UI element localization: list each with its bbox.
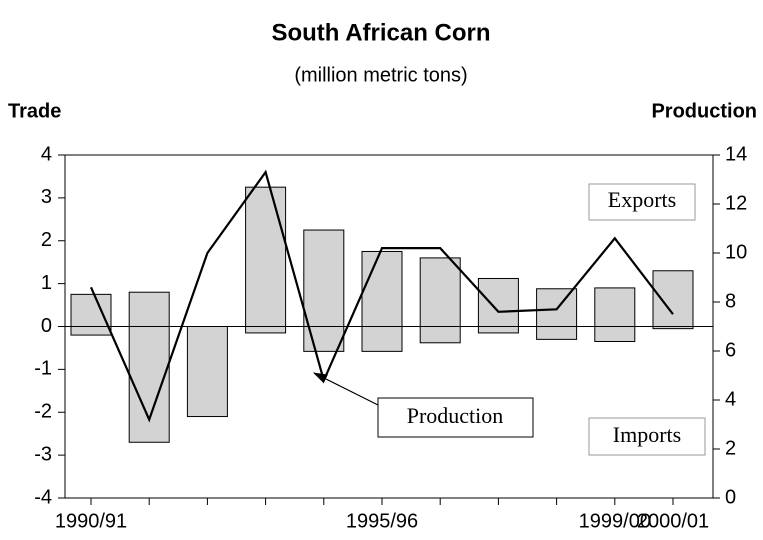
legend-label: Imports: [613, 422, 681, 447]
y-tick-label: 1: [41, 272, 52, 294]
bar: [652, 270, 694, 328]
line: [89, 169, 674, 423]
y2-tick-label: 12: [725, 192, 747, 214]
bar: [594, 287, 636, 328]
bar: [594, 326, 636, 343]
y2-tick-label: 0: [725, 486, 736, 508]
y-tick-label: 2: [41, 229, 52, 251]
legend-label: Exports: [608, 187, 676, 212]
annotation-label: Production: [407, 403, 504, 428]
legend-box: [588, 183, 696, 221]
bar: [128, 326, 170, 443]
x-tick-label: 2000/01: [637, 510, 709, 532]
x-tick-label: 1990/91: [55, 510, 127, 532]
bar: [303, 229, 345, 327]
y-tick-label: 4: [41, 143, 52, 165]
y2-tick-label: 8: [725, 290, 736, 312]
bar: [361, 250, 403, 327]
annotation-box: [377, 397, 534, 438]
bar: [419, 257, 461, 327]
y-tick-label: -1: [34, 358, 52, 380]
x-tick-label: 1999/00: [579, 510, 651, 532]
annotation-arrow: [312, 372, 379, 406]
y-axis-label: Trade: [8, 100, 61, 122]
y2-tick-label: 10: [725, 241, 747, 263]
bar: [245, 186, 287, 327]
y-tick-label: -4: [34, 486, 52, 508]
y2-tick-label: 6: [725, 339, 736, 361]
chart-subtitle: (million metric tons): [294, 64, 467, 86]
y-tick-label: -2: [34, 401, 52, 423]
y-tick-label: -3: [34, 443, 52, 465]
y-tick-label: 0: [41, 315, 52, 337]
bar: [477, 277, 519, 328]
bar: [477, 326, 519, 334]
y2-tick-label: 14: [725, 143, 747, 165]
bar: [70, 293, 112, 327]
bar: [536, 326, 578, 340]
bar: [128, 291, 170, 328]
y2-tick-label: 4: [725, 388, 736, 410]
x-tick-label: 1995/96: [346, 510, 418, 532]
bar: [245, 326, 287, 334]
chart-title: South African Corn: [271, 19, 490, 46]
bar: [361, 326, 403, 352]
legend-box: [588, 417, 706, 456]
bar: [70, 326, 112, 336]
y2-tick-label: 2: [725, 437, 736, 459]
bar: [186, 326, 228, 418]
y-tick-label: 3: [41, 186, 52, 208]
bar: [419, 326, 461, 344]
y2-axis-label: Production: [651, 100, 757, 122]
